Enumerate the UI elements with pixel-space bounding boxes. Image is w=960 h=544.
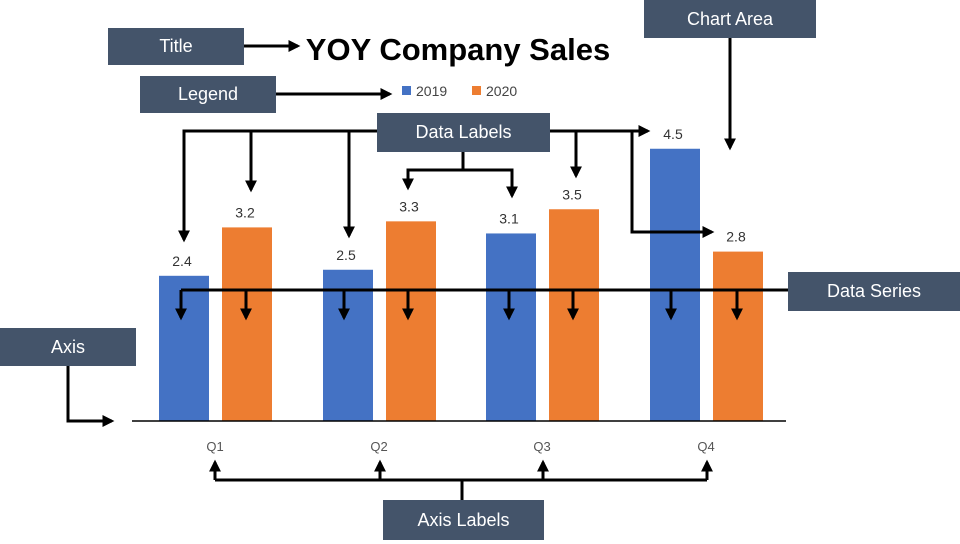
data-label: 4.5: [663, 126, 683, 142]
legend-label: 2019: [416, 83, 447, 99]
data-labels-arrow: [463, 168, 518, 199]
data-labels: 2.4 2.5 3.1 4.5 3.2 3.3 3.5 2.8: [172, 126, 746, 269]
legend-callout: Legend: [140, 76, 276, 113]
axis-labels-callout: Axis Labels: [383, 500, 544, 540]
legend-swatch-2020: [472, 86, 481, 95]
x-tick-label: Q4: [697, 439, 714, 454]
legend: 2019 2020: [402, 83, 517, 99]
x-tick-label: Q3: [533, 439, 550, 454]
bar-2019-Q3: [486, 233, 536, 421]
chart-area-callout: Chart Area: [644, 0, 816, 38]
data-label: 2.5: [336, 247, 356, 263]
axis-labels-line: [215, 478, 707, 500]
data-label: 3.3: [399, 198, 419, 214]
axis-arrow: [66, 366, 115, 427]
bar-2019-Q4: [650, 148, 700, 421]
x-axis-tick-labels: Q1 Q2 Q3 Q4: [206, 439, 714, 454]
bar-2019-Q1: [159, 275, 209, 421]
data-label: 3.1: [499, 210, 519, 226]
legend-label: 2020: [486, 83, 517, 99]
data-label: 2.4: [172, 253, 192, 269]
axis-callout: Axis: [0, 328, 136, 366]
data-labels-callout: Data Labels: [377, 113, 550, 152]
data-labels-arrow: [630, 131, 715, 238]
data-label: 3.2: [235, 204, 255, 220]
bar-2020-Q2: [386, 221, 436, 421]
x-tick-label: Q2: [370, 439, 387, 454]
data-labels-arrow: [402, 152, 465, 191]
data-labels-arrow: [178, 129, 378, 243]
title-callout: Title: [108, 28, 244, 65]
data-label: 3.5: [562, 186, 582, 202]
chart-title: YOY Company Sales: [306, 32, 610, 67]
legend-swatch-2019: [402, 86, 411, 95]
data-series-callout: Data Series: [788, 272, 960, 311]
x-tick-label: Q1: [206, 439, 223, 454]
bar-2019-Q2: [323, 269, 373, 421]
bars: [159, 148, 763, 421]
bar-2020-Q1: [222, 227, 272, 421]
data-label: 2.8: [726, 229, 746, 245]
bar-2020-Q4: [713, 251, 763, 421]
